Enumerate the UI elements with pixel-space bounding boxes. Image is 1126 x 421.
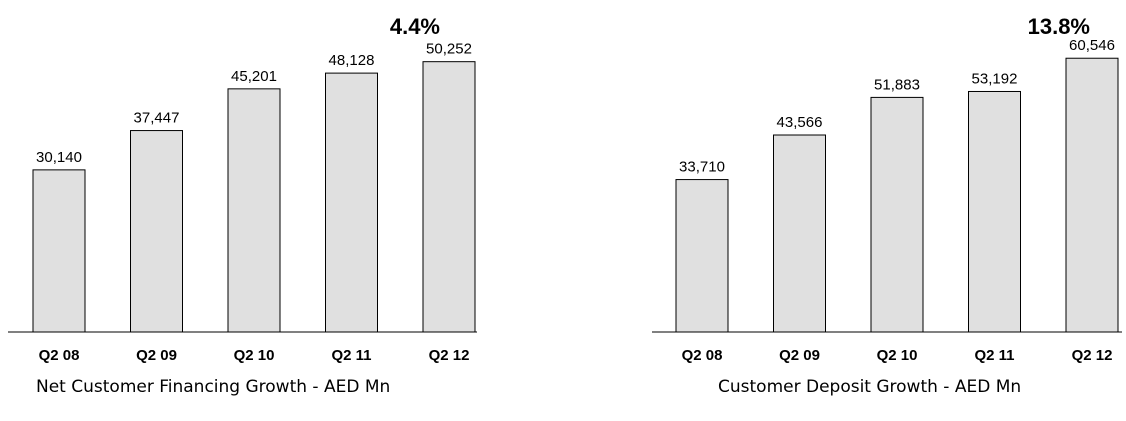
deposit-chart: 13.8% 33,710 Q2 08 43,566 Q2 09 51,883 Q2 10 5… <box>652 14 1122 397</box>
financing-bar-4 <box>325 72 378 333</box>
deposit-category-label-5: Q2 12 <box>1072 347 1113 364</box>
financing-value-label-4: 48,128 <box>329 52 375 69</box>
financing-value-label-3: 45,201 <box>231 68 277 85</box>
deposit-growth-label: 13.8% <box>1028 14 1090 39</box>
deposit-category-label-4: Q2 11 <box>974 347 1014 364</box>
financing-category-label-5: Q2 12 <box>429 347 470 364</box>
financing-chart-title: Net Customer Financing Growth - AED Mn <box>36 377 390 397</box>
deposit-bar-1 <box>675 179 729 333</box>
financing-category-label-1: Q2 08 <box>39 347 80 364</box>
deposit-value-label-5: 60,546 <box>1069 37 1115 54</box>
financing-bar-3 <box>227 88 281 333</box>
financing-chart: 4.4% 30,140 Q2 08 37,447 Q2 09 45,201 Q2 10 48… <box>8 14 477 397</box>
deposit-value-label-1: 33,710 <box>679 159 725 176</box>
financing-growth-label: 4.4% <box>390 14 440 39</box>
financing-bar-2 <box>130 130 183 333</box>
financing-category-label-3: Q2 10 <box>234 347 275 364</box>
deposit-value-label-4: 53,192 <box>972 70 1018 87</box>
financing-bar-5 <box>422 61 476 333</box>
financing-category-label-4: Q2 11 <box>331 347 371 364</box>
deposit-category-label-3: Q2 10 <box>877 347 918 364</box>
financing-value-label-2: 37,447 <box>134 110 180 127</box>
deposit-chart-title: Customer Deposit Growth - AED Mn <box>718 377 1021 397</box>
deposit-value-label-2: 43,566 <box>777 114 823 131</box>
deposit-bar-2 <box>773 134 826 333</box>
financing-value-label-5: 50,252 <box>426 41 472 58</box>
deposit-category-label-2: Q2 09 <box>779 347 820 364</box>
deposit-bar-4 <box>968 90 1021 333</box>
deposit-value-label-3: 51,883 <box>874 76 920 93</box>
financing-bar-1 <box>32 169 86 333</box>
deposit-bar-3 <box>870 96 924 333</box>
deposit-bar-5 <box>1065 57 1119 333</box>
deposit-category-label-1: Q2 08 <box>682 347 723 364</box>
financing-value-label-1: 30,140 <box>36 149 82 166</box>
financing-category-label-2: Q2 09 <box>136 347 177 364</box>
